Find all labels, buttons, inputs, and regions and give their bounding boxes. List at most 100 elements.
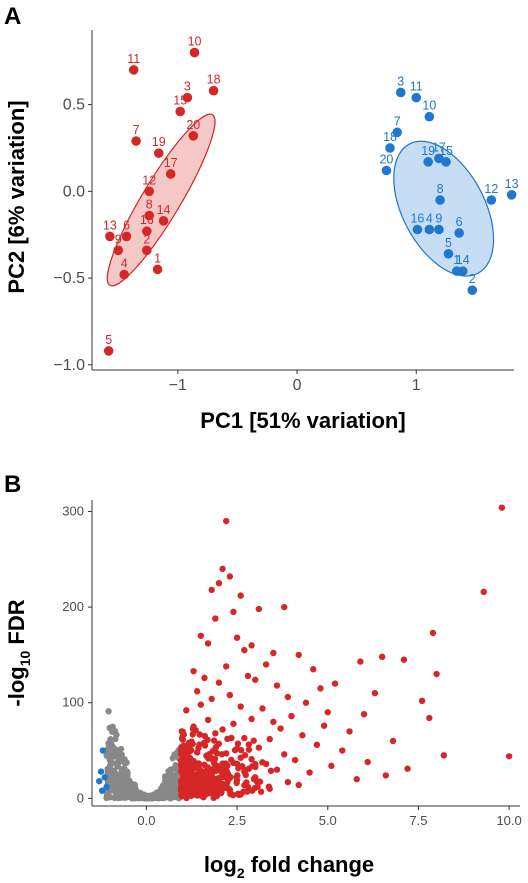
- gene-point-up: [244, 672, 252, 680]
- gene-point-up: [371, 689, 379, 697]
- gene-point-up: [255, 744, 263, 751]
- gene-point-up: [244, 783, 252, 791]
- gene-point-ns: [106, 762, 114, 769]
- gene-point-up: [259, 705, 266, 712]
- gene-point-up: [230, 608, 237, 616]
- gene-point-up: [204, 716, 212, 724]
- sample-label: 3: [184, 80, 191, 94]
- gene-point-up: [360, 711, 368, 718]
- sample-label: 20: [186, 118, 200, 132]
- sample-point: [142, 226, 152, 237]
- y-tick-label: 0: [77, 790, 84, 805]
- gene-point-up: [186, 742, 194, 749]
- volcano-plot: [96, 504, 513, 802]
- gene-point-up: [252, 763, 259, 771]
- sample-label: 13: [103, 218, 117, 232]
- sample-point: [457, 266, 468, 276]
- gene-point-down: [96, 777, 103, 785]
- sample-label: 3: [397, 74, 404, 88]
- gene-point-up: [180, 742, 187, 749]
- gene-point-up: [193, 775, 201, 782]
- pca-y-axis-title: PC2 [6% variation]: [4, 100, 29, 293]
- gene-point-up: [331, 680, 339, 687]
- sample-point: [208, 85, 219, 96]
- gene-point-up: [217, 774, 224, 781]
- gene-point-ns: [112, 752, 119, 760]
- sample-label: 9: [435, 211, 442, 225]
- gene-point-up: [215, 740, 223, 748]
- gene-point-ns: [105, 739, 112, 747]
- gene-point-up: [197, 767, 205, 774]
- gene-point-up: [252, 774, 259, 781]
- gene-point-up: [197, 701, 205, 708]
- x-tick-label: 10.0: [496, 813, 521, 828]
- gene-point-up: [241, 646, 248, 654]
- sample-point: [434, 224, 444, 235]
- sample-point: [152, 264, 163, 275]
- gene-point-ns: [103, 752, 110, 759]
- gene-point-up: [212, 730, 219, 737]
- gene-point-up: [418, 697, 426, 705]
- gene-point-up: [204, 640, 212, 647]
- gene-point-up: [302, 699, 310, 706]
- gene-point-up: [201, 674, 208, 682]
- sample-label: 17: [432, 140, 446, 154]
- sample-label: 8: [146, 198, 153, 212]
- y-tick-label: −0.5: [53, 270, 85, 287]
- gene-point-up: [433, 670, 440, 678]
- gene-point-up: [364, 758, 371, 766]
- gene-point-ns: [107, 793, 114, 801]
- sample-label: 9: [115, 232, 122, 246]
- sample-label: 12: [484, 182, 498, 196]
- y-tick-label: 0.5: [63, 97, 85, 114]
- gene-point-ns: [166, 772, 174, 780]
- gene-point-up: [209, 747, 217, 755]
- sample-label: 15: [173, 94, 187, 108]
- gene-point-up: [245, 741, 252, 748]
- gene-point-up: [257, 788, 265, 795]
- gene-point-up: [183, 707, 190, 714]
- sample-label: 19: [152, 135, 166, 149]
- sample-point: [392, 127, 402, 138]
- gene-point-up: [267, 767, 275, 774]
- gene-point-ns: [117, 771, 124, 779]
- sample-label: 18: [207, 73, 221, 87]
- gene-point-up: [202, 773, 209, 780]
- gene-point-up: [210, 737, 218, 744]
- sample-point: [153, 148, 164, 158]
- sample-label: 6: [456, 215, 463, 229]
- gene-point-up: [357, 658, 364, 665]
- sample-point: [385, 143, 395, 153]
- gene-point-ns: [170, 780, 177, 788]
- gene-point-up: [179, 784, 186, 792]
- sample-point: [113, 245, 124, 256]
- sample-label: 11: [127, 52, 140, 66]
- gene-point-up: [310, 666, 317, 673]
- gene-point-ns: [126, 777, 133, 785]
- gene-point-up: [201, 739, 208, 747]
- gene-point-ns: [121, 756, 128, 763]
- gene-point-up: [243, 788, 251, 795]
- sample-point: [142, 245, 152, 256]
- gene-point-up: [400, 656, 408, 663]
- gene-point-ns: [113, 760, 120, 768]
- y-tick-label: 300: [62, 503, 84, 518]
- gene-point-up: [208, 586, 215, 594]
- gene-point-up: [219, 780, 226, 788]
- gene-point-up: [233, 634, 241, 641]
- gene-point-up: [440, 752, 448, 759]
- sample-point: [381, 165, 392, 176]
- gene-point-ns: [160, 794, 168, 801]
- gene-point-ns: [106, 775, 114, 782]
- gene-point-up: [183, 793, 190, 800]
- x-tick-label: 1: [412, 377, 421, 394]
- gene-point-up: [266, 735, 273, 743]
- sample-label: 4: [121, 257, 128, 271]
- gene-point-up: [215, 579, 223, 587]
- sample-label: 8: [437, 182, 444, 196]
- sample-point: [144, 186, 155, 197]
- volcano-ticks: 0.0 2.5 5.0 7.5 10.0 0 100 200 300: [62, 503, 521, 828]
- sample-point: [189, 47, 200, 58]
- gene-point-up: [382, 772, 389, 779]
- pca-x-axis-title: PC1 [51% variation]: [200, 408, 405, 433]
